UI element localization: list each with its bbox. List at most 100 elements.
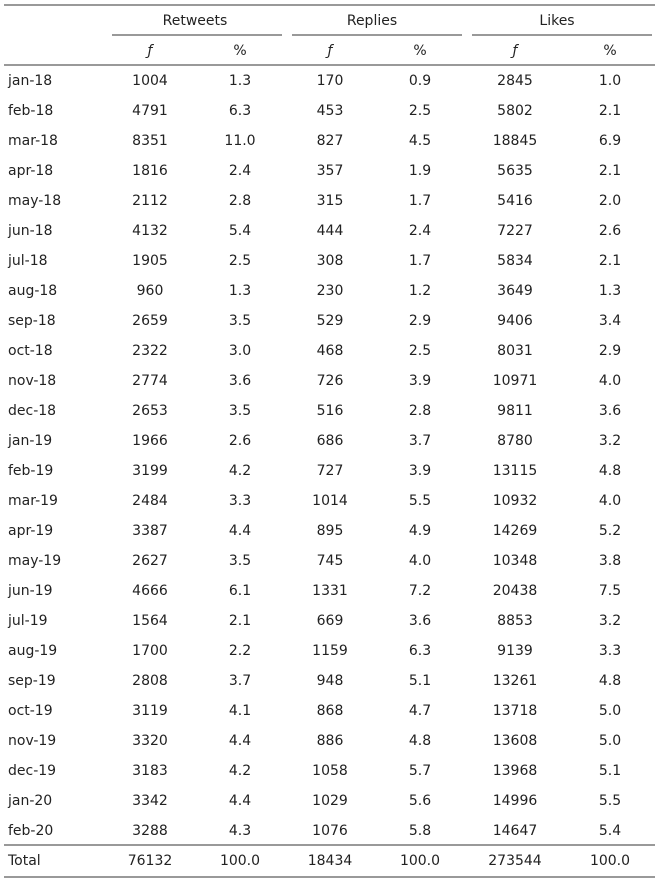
row-label: feb-20 bbox=[8, 823, 53, 839]
row-label: oct-19 bbox=[8, 703, 53, 719]
cell: 10932 bbox=[493, 493, 538, 509]
cell: 895 bbox=[317, 523, 344, 539]
row-label: mar-18 bbox=[8, 133, 58, 149]
cell: 3199 bbox=[132, 463, 168, 479]
cell: 745 bbox=[317, 553, 344, 569]
cell: 315 bbox=[317, 193, 344, 209]
cell: 0.9 bbox=[409, 73, 431, 89]
cell: 2.2 bbox=[229, 643, 251, 659]
cell: 4791 bbox=[132, 103, 168, 119]
row-label: aug-18 bbox=[8, 283, 57, 299]
cell: 14647 bbox=[493, 823, 538, 839]
cell: 9406 bbox=[497, 313, 533, 329]
cell: 3.0 bbox=[229, 343, 251, 359]
row-label: jul-19 bbox=[7, 613, 48, 629]
cell: 3649 bbox=[497, 283, 533, 299]
cell: 9139 bbox=[497, 643, 533, 659]
cell: 3.9 bbox=[409, 373, 431, 389]
cell: 3.9 bbox=[409, 463, 431, 479]
cell: 4.4 bbox=[229, 523, 251, 539]
cell: 10348 bbox=[493, 553, 538, 569]
cell: 230 bbox=[317, 283, 344, 299]
cell: 4.2 bbox=[229, 463, 251, 479]
row-label: dec-19 bbox=[8, 763, 56, 779]
cell: 13718 bbox=[493, 703, 538, 719]
cell: 4.0 bbox=[599, 493, 621, 509]
cell: 529 bbox=[317, 313, 344, 329]
cell: 5.1 bbox=[409, 673, 431, 689]
cell: 13968 bbox=[493, 763, 538, 779]
cell: 3.2 bbox=[599, 433, 621, 449]
cell: 13115 bbox=[493, 463, 538, 479]
cell: 1.3 bbox=[229, 73, 251, 89]
cell: 3.6 bbox=[599, 403, 621, 419]
cell: 18845 bbox=[493, 133, 538, 149]
cell: 4.8 bbox=[409, 733, 431, 749]
sub-header: % bbox=[233, 43, 246, 59]
cell: 3.3 bbox=[599, 643, 621, 659]
cell: 516 bbox=[317, 403, 344, 419]
cell: 2.4 bbox=[409, 223, 431, 239]
group-header: Retweets bbox=[163, 13, 228, 29]
cell: 2.5 bbox=[229, 253, 251, 269]
cell: 14996 bbox=[493, 793, 538, 809]
sub-header: ƒ bbox=[510, 43, 520, 59]
cell: 2.4 bbox=[229, 163, 251, 179]
row-label: apr-18 bbox=[8, 163, 53, 179]
sub-header: % bbox=[603, 43, 616, 59]
cell: 2.0 bbox=[599, 193, 621, 209]
cell: 2322 bbox=[132, 343, 168, 359]
cell: 1700 bbox=[132, 643, 168, 659]
cell: 170 bbox=[317, 73, 344, 89]
cell: 2653 bbox=[132, 403, 168, 419]
cell: 1159 bbox=[312, 643, 348, 659]
cell: 2.8 bbox=[229, 193, 251, 209]
cell: 3288 bbox=[132, 823, 168, 839]
cell: 727 bbox=[317, 463, 344, 479]
cell: 3320 bbox=[132, 733, 168, 749]
cell: 1816 bbox=[132, 163, 168, 179]
cell: 3.6 bbox=[229, 373, 251, 389]
cell: 4.9 bbox=[409, 523, 431, 539]
group-header: Likes bbox=[539, 13, 574, 29]
cell: 3.4 bbox=[599, 313, 621, 329]
cell: 3183 bbox=[132, 763, 168, 779]
cell: 2.6 bbox=[599, 223, 621, 239]
cell: 18434 bbox=[308, 853, 353, 869]
cell: 1014 bbox=[312, 493, 348, 509]
cell: 10971 bbox=[493, 373, 538, 389]
cell: 5.7 bbox=[409, 763, 431, 779]
cell: 726 bbox=[317, 373, 344, 389]
cell: 3.2 bbox=[599, 613, 621, 629]
cell: 1.0 bbox=[599, 73, 621, 89]
row-label: may-19 bbox=[8, 553, 61, 569]
cell: 8351 bbox=[132, 133, 168, 149]
cell: 5.5 bbox=[599, 793, 621, 809]
cell: 1004 bbox=[132, 73, 168, 89]
sub-header: % bbox=[413, 43, 426, 59]
cell: 886 bbox=[317, 733, 344, 749]
cell: 1.7 bbox=[409, 193, 431, 209]
cell: 827 bbox=[317, 133, 344, 149]
cell: 453 bbox=[317, 103, 344, 119]
row-label: oct-18 bbox=[8, 343, 53, 359]
row-label: nov-19 bbox=[8, 733, 56, 749]
cell: 5.5 bbox=[409, 493, 431, 509]
cell: 4666 bbox=[132, 583, 168, 599]
row-label: Total bbox=[7, 853, 41, 869]
cell: 14269 bbox=[493, 523, 538, 539]
cell: 4.3 bbox=[229, 823, 251, 839]
cell: 100.0 bbox=[590, 853, 630, 869]
cell: 1905 bbox=[132, 253, 168, 269]
cell: 11.0 bbox=[224, 133, 255, 149]
cell: 2.1 bbox=[229, 613, 251, 629]
cell: 3.8 bbox=[599, 553, 621, 569]
cell: 4.0 bbox=[409, 553, 431, 569]
cell: 3.6 bbox=[409, 613, 431, 629]
cell: 3387 bbox=[132, 523, 168, 539]
row-label: jul-18 bbox=[7, 253, 48, 269]
cell: 3.3 bbox=[229, 493, 251, 509]
sub-header: ƒ bbox=[325, 43, 335, 59]
